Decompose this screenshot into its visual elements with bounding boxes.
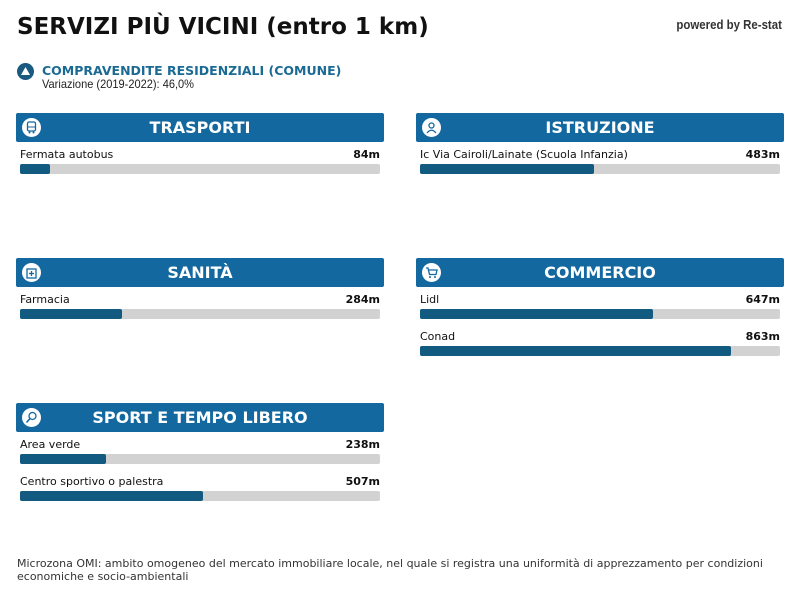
service-distance: 507m	[345, 475, 380, 488]
service-distance: 863m	[745, 330, 780, 343]
bus-icon	[22, 118, 41, 137]
service-name: Fermata autobus	[20, 148, 114, 161]
list-item: Ic Via Cairoli/Lainate (Scuola Infanzia)…	[420, 142, 780, 179]
distance-bar	[20, 309, 380, 319]
service-distance: 84m	[353, 148, 380, 161]
service-distance: 238m	[345, 438, 380, 451]
service-name: Farmacia	[20, 293, 70, 306]
list-item: Centro sportivo o palestra 507m	[20, 469, 380, 506]
distance-bar-fill	[420, 164, 594, 174]
service-name: Area verde	[20, 438, 81, 451]
page-title: SERVIZI PIÙ VICINI (entro 1 km)	[17, 14, 429, 40]
distance-bar-fill	[20, 309, 123, 319]
distance-bar-fill	[20, 491, 203, 501]
distance-bar-fill	[20, 164, 51, 174]
tennis-icon	[22, 408, 41, 427]
list-item: Farmacia 284m	[20, 287, 380, 324]
distance-bar-fill	[420, 346, 731, 356]
service-distance: 483m	[745, 148, 780, 161]
trend-up-icon	[17, 63, 34, 80]
list-item: Area verde 238m	[20, 432, 380, 469]
list-item: Lidl 647m	[420, 287, 780, 324]
section-header: ISTRUZIONE	[416, 113, 784, 142]
section-title: ISTRUZIONE	[545, 118, 655, 137]
list-item: Fermata autobus 84m	[20, 142, 380, 179]
service-distance: 647m	[745, 293, 780, 306]
distance-bar-fill	[420, 309, 653, 319]
service-name: Lidl	[420, 293, 440, 306]
section-sanita: SANITÀ Farmacia 284m	[16, 258, 384, 324]
distance-bar-fill	[20, 454, 106, 464]
distance-bar	[420, 309, 780, 319]
section-sport: SPORT E TEMPO LIBERO Area verde 238m Cen…	[16, 403, 384, 506]
service-name: Conad	[420, 330, 456, 343]
section-header: TRASPORTI	[16, 113, 384, 142]
trend-title: COMPRAVENDITE RESIDENZIALI (COMUNE)	[42, 63, 342, 78]
section-title: TRASPORTI	[149, 118, 251, 137]
student-icon	[422, 118, 441, 137]
shopping-cart-icon	[422, 263, 441, 282]
section-title: SANITÀ	[167, 263, 233, 282]
trend-subtitle: Variazione (2019-2022): 46,0%	[42, 77, 195, 91]
distance-bar	[20, 164, 380, 174]
footnote: Microzona OMI: ambito omogeneo del merca…	[17, 557, 763, 583]
service-distance: 284m	[345, 293, 380, 306]
section-istruzione: ISTRUZIONE Ic Via Cairoli/Lainate (Scuol…	[416, 113, 784, 179]
list-item: Conad 863m	[420, 324, 780, 361]
service-name: Centro sportivo o palestra	[20, 475, 164, 488]
section-header: SPORT E TEMPO LIBERO	[16, 403, 384, 432]
section-commercio: COMMERCIO Lidl 647m Conad 863m	[416, 258, 784, 361]
section-header: SANITÀ	[16, 258, 384, 287]
powered-by-label: powered by Re-stat	[676, 17, 782, 32]
distance-bar	[20, 491, 380, 501]
hospital-icon	[22, 263, 41, 282]
section-trasporti: TRASPORTI Fermata autobus 84m	[16, 113, 384, 179]
distance-bar	[20, 454, 380, 464]
section-title: SPORT E TEMPO LIBERO	[92, 408, 308, 427]
service-name: Ic Via Cairoli/Lainate (Scuola Infanzia)	[420, 148, 628, 161]
section-header: COMMERCIO	[416, 258, 784, 287]
distance-bar	[420, 346, 780, 356]
section-title: COMMERCIO	[544, 263, 656, 282]
distance-bar	[420, 164, 780, 174]
